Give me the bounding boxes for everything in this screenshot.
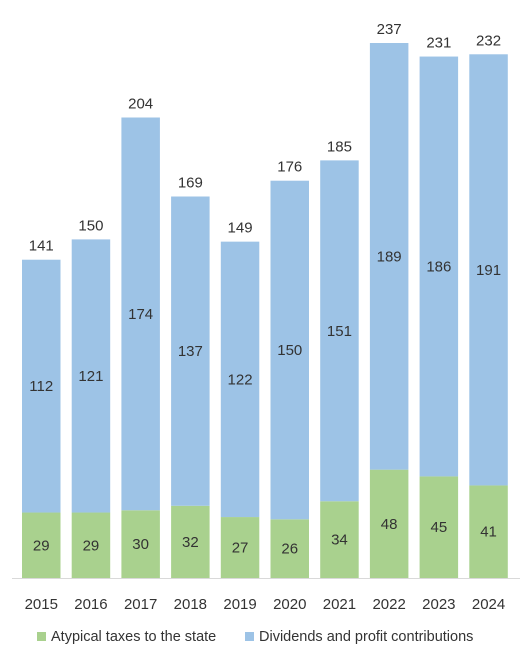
bar-atypical-taxes-2019 [220,517,260,578]
bar-atypical-taxes-2020 [270,519,309,578]
legend-label-dividends: Dividends and profit contributions [259,629,473,645]
bar-dividends-2020 [270,180,309,520]
x-tick-label-2020: 2020 [273,596,306,613]
value-label-atypical-taxes-2023: 45 [431,519,448,536]
value-label-atypical-taxes-2019: 27 [232,540,249,557]
legend-swatch-atypical-taxes [37,632,46,641]
bar-dividends-2021 [320,160,359,502]
bar-dividends-2016 [71,239,111,513]
value-label-dividends-2023: 186 [426,258,451,275]
value-label-atypical-taxes-2020: 26 [281,541,298,558]
bar-dividends-2024 [469,54,508,486]
value-label-atypical-taxes-2022: 48 [381,516,398,533]
legend-item-dividends: Dividends and profit contributions [245,629,473,645]
value-label-atypical-taxes-2018: 32 [182,534,199,551]
x-tick-label-2024: 2024 [472,596,505,613]
value-label-dividends-2016: 121 [78,368,103,385]
bar-atypical-taxes-2017 [121,510,160,578]
total-label-2016: 150 [78,217,103,234]
value-label-dividends-2015: 112 [29,378,53,395]
bar-atypical-taxes-2016 [71,512,111,578]
bar-dividends-2019 [220,241,260,518]
value-label-atypical-taxes-2017: 30 [132,536,149,553]
x-tick-label-2016: 2016 [74,596,107,613]
total-label-2022: 237 [377,21,402,38]
bar-dividends-2023 [419,56,459,477]
x-tick-labels: 2015 2016 2017 2018 2019 2020 2021 2022 2023 2024 [25,596,506,613]
bar-atypical-taxes-2021 [320,501,359,578]
bar-group-2021: 34 151 185 [320,138,359,578]
x-tick-label-2018: 2018 [174,596,207,613]
value-label-dividends-2020: 150 [277,342,302,359]
bar-group-2018: 32 137 169 [171,175,210,578]
value-label-dividends-2024: 191 [476,262,501,279]
bar-dividends-2018 [171,196,210,506]
bar-group-2019: 27 122 149 [220,220,260,578]
legend-label-atypical-taxes: Atypical taxes to the state [51,629,216,645]
legend-swatch-dividends [245,632,254,641]
bar-atypical-taxes-2015 [22,512,61,578]
bar-group-2017: 30 174 204 [121,95,160,578]
bars-layer: 29 112 141 29 121 150 30 174 204 32 137 169 27 122 149… [22,21,508,578]
bar-dividends-2017 [121,117,160,511]
x-tick-label-2019: 2019 [223,596,256,613]
bar-dividends-2015 [22,259,61,513]
value-label-dividends-2018: 137 [178,343,203,360]
value-label-atypical-taxes-2021: 34 [331,532,348,549]
bar-group-2023: 45 186 231 [419,35,459,578]
value-label-dividends-2017: 174 [128,306,153,323]
value-label-dividends-2022: 189 [377,248,402,265]
total-label-2020: 176 [277,159,302,176]
total-label-2018: 169 [178,175,203,192]
legend: Atypical taxes to the state Dividends and… [37,629,473,645]
bar-group-2015: 29 112 141 [22,238,61,578]
bar-group-2020: 26 150 176 [270,159,309,578]
total-label-2017: 204 [128,95,153,112]
x-tick-label-2017: 2017 [124,596,157,613]
value-label-atypical-taxes-2024: 41 [480,524,497,541]
bar-atypical-taxes-2024 [469,485,508,578]
total-label-2024: 232 [476,32,501,49]
x-tick-label-2021: 2021 [323,596,356,613]
total-label-2019: 149 [228,220,253,237]
value-label-atypical-taxes-2015: 29 [33,537,50,554]
bar-atypical-taxes-2018 [171,505,210,578]
value-label-atypical-taxes-2016: 29 [83,537,100,554]
total-label-2021: 185 [327,138,352,155]
bar-atypical-taxes-2023 [419,476,459,578]
legend-item-atypical-taxes: Atypical taxes to the state [37,629,216,645]
x-tick-label-2023: 2023 [422,596,455,613]
total-label-2023: 231 [426,35,451,52]
bar-group-2016: 29 121 150 [71,217,111,578]
bar-dividends-2022 [369,43,409,470]
x-tick-label-2022: 2022 [372,596,405,613]
bar-group-2022: 48 189 237 [369,21,409,578]
value-label-dividends-2021: 151 [327,323,352,340]
x-tick-label-2015: 2015 [25,596,58,613]
total-label-2015: 141 [29,238,54,255]
bar-group-2024: 41 191 232 [469,32,508,578]
bar-atypical-taxes-2022 [369,469,409,578]
value-label-dividends-2019: 122 [228,371,253,388]
